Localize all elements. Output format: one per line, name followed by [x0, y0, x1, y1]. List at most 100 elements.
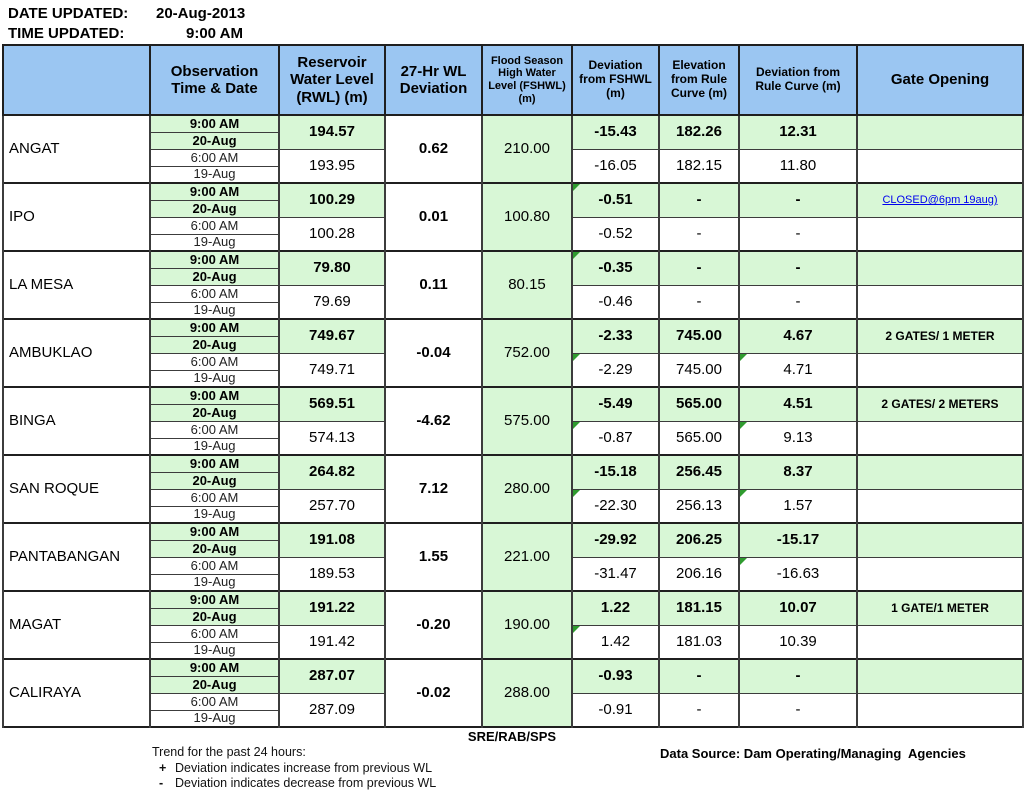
dev-fshwl-cell: -22.30 — [571, 488, 660, 524]
header-elevation-from-rule-curve: Elevation from Rule Curve (m) — [658, 44, 740, 116]
table-row: IPO 9:00 AM 100.29 0.01 100.80 -0.51- - CLOSED@… — [2, 182, 1024, 252]
trend-increase-text: Deviation indicates increase from previo… — [175, 761, 433, 775]
fshwl-cell: 80.15 — [481, 250, 573, 320]
gate-opening-cell — [856, 284, 1024, 320]
obs-time-cell: 19-Aug — [149, 369, 280, 388]
dev-fshwl-cell: 1.22 — [571, 590, 660, 626]
gate-opening-cell: 1 GATE/1 METER — [856, 590, 1024, 626]
elev-rule-curve-cell: - — [658, 658, 740, 694]
rwl-cell: 749.71 — [278, 352, 386, 388]
trend-legend-increase: + Deviation indicates increase from previ… — [159, 761, 432, 775]
table-row: 6:00 AM 749.71 -2.29 745.00 4.71 — [3, 352, 1024, 388]
elev-rule-curve-cell: 256.13 — [658, 488, 740, 524]
obs-time-cell: 9:00 AM — [149, 250, 280, 269]
rwl-cell: 264.82 — [278, 454, 386, 490]
dev-fshwl-cell: -0.93 — [571, 658, 660, 694]
dev-rule-curve-cell: -16.63 — [738, 556, 858, 592]
signature-initials: SRE/RAB/SPS — [467, 729, 557, 744]
table-row: 6:00 AM 79.69 -0.46- - — [3, 284, 1024, 320]
dev-fshwl-cell: -0.91 — [571, 692, 660, 728]
obs-time-cell: 6:00 AM — [149, 352, 280, 371]
time-updated-line: TIME UPDATED: 9:00 AM — [8, 24, 1024, 44]
dev-fshwl-cell: -15.43 — [571, 114, 660, 150]
obs-time-cell: 19-Aug — [149, 573, 280, 592]
obs-time-cell: 19-Aug — [149, 437, 280, 456]
dev-fshwl-cell: -0.35 — [571, 250, 660, 286]
dev-rule-curve-cell: - — [738, 250, 858, 286]
dev-rule-curve-cell: - — [738, 182, 858, 218]
fshwl-cell: 288.00 — [481, 658, 573, 728]
obs-time-cell: 19-Aug — [149, 505, 280, 524]
header-row: Observation Time & Date Reservoir Water … — [2, 44, 1024, 116]
plus-icon: + — [159, 761, 167, 775]
obs-time-cell: 9:00 AM — [149, 658, 280, 677]
gate-opening-cell — [856, 454, 1024, 490]
dam-name-cell: SAN ROQUE — [2, 454, 151, 524]
table-row: 6:00 AM 191.42 1.42 181.03 10.39 — [3, 624, 1024, 660]
fshwl-cell: 221.00 — [481, 522, 573, 592]
dev-fshwl-cell: -0.51 — [571, 182, 660, 218]
header-gate-opening: Gate Opening — [856, 44, 1024, 116]
header-observation-time-date: Observation Time & Date — [149, 44, 280, 116]
gate-opening-cell: 2 GATES/ 1 METER — [856, 318, 1024, 354]
obs-time-cell: 19-Aug — [149, 709, 280, 728]
gate-opening-cell — [856, 216, 1024, 252]
fshwl-cell: 575.00 — [481, 386, 573, 456]
date-updated-value: 20-Aug-2013 — [156, 5, 246, 22]
rwl-cell: 79.69 — [278, 284, 386, 320]
table-row: 6:00 AM 287.09 -0.91- - — [3, 692, 1024, 728]
fshwl-cell: 210.00 — [481, 114, 573, 184]
obs-time-cell: 9:00 AM — [149, 590, 280, 609]
obs-time-cell: 20-Aug — [149, 199, 280, 218]
gate-opening-cell — [856, 522, 1024, 558]
rwl-cell: 191.22 — [278, 590, 386, 626]
fshwl-cell: 752.00 — [481, 318, 573, 388]
dev-rule-curve-cell: 4.67 — [738, 318, 858, 354]
header-deviation-from-rule-curve: Deviation from Rule Curve (m) — [738, 44, 858, 116]
rwl-cell: 194.57 — [278, 114, 386, 150]
obs-time-cell: 20-Aug — [149, 335, 280, 354]
obs-time-cell: 19-Aug — [149, 641, 280, 660]
obs-time-cell: 20-Aug — [149, 267, 280, 286]
header-deviation-from-fshwl: Deviation from FSHWL (m) — [571, 44, 660, 116]
table-row: 20-Aug — [3, 539, 1023, 558]
table-row: 6:00 AM 574.13 -0.87 565.00 9.13 — [3, 420, 1024, 456]
gate-opening-cell — [856, 250, 1024, 286]
gate-opening-cell — [856, 624, 1024, 660]
header-reservoir-water-level: Reservoir Water Level (RWL) (m) — [278, 44, 386, 116]
elev-rule-curve-cell: - — [658, 250, 740, 286]
obs-time-cell: 6:00 AM — [149, 556, 280, 575]
obs-time-cell: 6:00 AM — [149, 284, 280, 303]
gate-status-link[interactable]: CLOSED@6pm 19aug) — [882, 194, 998, 207]
rwl-cell: 569.51 — [278, 386, 386, 422]
obs-time-cell: 6:00 AM — [149, 692, 280, 711]
obs-time-cell: 19-Aug — [149, 165, 280, 184]
dev-rule-curve-cell: 10.07 — [738, 590, 858, 626]
dev-rule-curve-cell: 9.13 — [738, 420, 858, 456]
table-row: 20-Aug — [3, 471, 1023, 490]
rwl-cell: 79.80 — [278, 250, 386, 286]
table-row: AMBUKLAO 9:00 AM 749.67 -0.04 752.00 -2.33 745… — [2, 318, 1024, 388]
dev-fshwl-cell: -0.52 — [571, 216, 660, 252]
dam-name-cell: ANGAT — [2, 114, 151, 184]
dev-rule-curve-cell: - — [738, 658, 858, 694]
elev-rule-curve-cell: - — [658, 692, 740, 728]
gate-opening-cell — [856, 352, 1024, 388]
wl-deviation-27hr-cell: -0.02 — [384, 658, 483, 728]
dev-rule-curve-cell: -15.17 — [738, 522, 858, 558]
obs-time-cell: 20-Aug — [149, 539, 280, 558]
date-updated-label: DATE UPDATED: — [8, 5, 129, 22]
elev-rule-curve-cell: - — [658, 216, 740, 252]
table-row: 19-Aug — [3, 573, 1023, 592]
table-row: ANGAT 9:00 AM 194.57 0.62 210.00 -15.43 182.26… — [2, 114, 1024, 184]
rwl-cell: 191.42 — [278, 624, 386, 660]
table-row: 20-Aug — [3, 335, 1023, 354]
data-source-note: Data Source: Dam Operating/Managing Agen… — [660, 746, 966, 761]
table-row: 20-Aug — [3, 675, 1023, 694]
rwl-cell: 287.07 — [278, 658, 386, 694]
elev-rule-curve-cell: 206.25 — [658, 522, 740, 558]
date-updated-line: DATE UPDATED: 20-Aug-2013 — [8, 4, 1024, 24]
rwl-cell: 287.09 — [278, 692, 386, 728]
obs-time-cell: 20-Aug — [149, 471, 280, 490]
gate-opening-cell — [856, 488, 1024, 524]
